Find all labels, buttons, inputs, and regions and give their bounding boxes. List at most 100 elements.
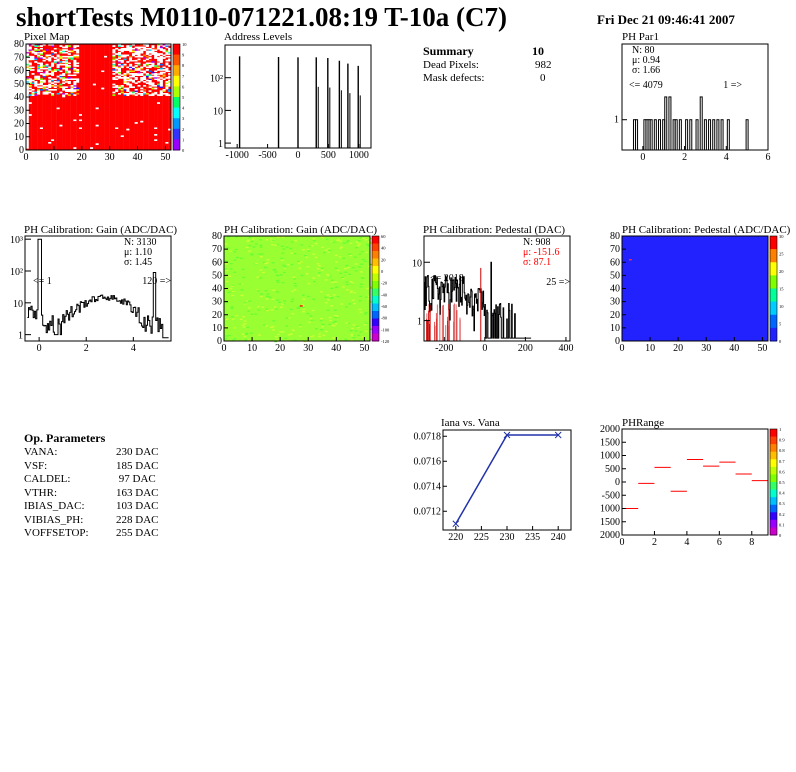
op-param-value: 228 DAC — [116, 513, 159, 526]
pixel-cell — [42, 44, 46, 46]
pixel-cell — [120, 86, 124, 88]
gain-map-cell — [347, 273, 351, 276]
pixel-cell — [39, 63, 43, 66]
pixel-cell — [143, 93, 147, 95]
pixel-cell — [165, 53, 169, 55]
pixel-cell — [34, 61, 38, 63]
pixel-cell — [159, 73, 163, 75]
palette-cell — [173, 65, 180, 77]
par1-bar — [720, 119, 724, 151]
pixel-cell — [26, 50, 29, 53]
pixel-cell — [145, 82, 149, 84]
pixel-cell — [118, 61, 122, 63]
pixel-cell — [37, 70, 41, 73]
pixel-cell — [162, 71, 166, 74]
pixel-cell — [45, 87, 49, 90]
gain-map-cell — [290, 252, 294, 254]
pixel-cell — [148, 94, 152, 96]
gain-map-cell — [227, 291, 231, 293]
pixel-cell — [31, 50, 35, 53]
pixel-column — [143, 44, 147, 150]
pixel-cell — [157, 71, 161, 74]
pixel-cell — [143, 49, 147, 51]
pixel-cell — [76, 71, 80, 74]
pixel-cell — [31, 89, 35, 91]
pixel-cell — [48, 57, 52, 59]
gain-map-cell — [275, 279, 279, 282]
pixel-cell — [70, 89, 74, 91]
pixel-cell — [65, 78, 69, 80]
gain-map-cell — [243, 320, 247, 322]
gain-map-cell — [335, 261, 338, 263]
palette-cell — [173, 54, 180, 66]
pixel-cell — [59, 86, 63, 88]
gain-map-cell — [260, 253, 264, 255]
gain-map-cell — [358, 300, 362, 302]
pixel-cell — [34, 58, 38, 61]
gain-map-cell — [332, 325, 336, 327]
gain-map-cell — [280, 245, 284, 247]
pixel-cell — [31, 55, 35, 58]
pixel-cell — [37, 62, 41, 65]
pixel-cell — [134, 73, 138, 75]
pixel-cell — [129, 73, 133, 75]
gain-map-cell — [274, 336, 278, 338]
pixel-cell — [131, 53, 135, 55]
pixel-cell — [56, 54, 60, 57]
gain-map-cell — [312, 277, 316, 279]
pixel-cell — [37, 45, 41, 47]
pixel-cell — [56, 55, 60, 58]
y-tick-label: 70 — [14, 52, 24, 63]
pixel-cell — [67, 45, 71, 47]
pixel-cell — [168, 51, 172, 54]
gain-map-cell — [345, 289, 349, 291]
pixel-cell — [148, 51, 152, 54]
palette-cell — [173, 97, 180, 109]
stats-mu: μ: 1.10 — [124, 247, 152, 258]
pixel-cell — [126, 89, 130, 91]
pixel-cell — [59, 51, 63, 54]
pixel-cell — [42, 73, 46, 75]
y-tick-label: 0.0718 — [414, 431, 442, 442]
pixel-cell — [129, 49, 133, 51]
pixel-cell — [154, 55, 158, 58]
pixel-cell — [26, 75, 29, 78]
palette-label: 0.6 — [779, 469, 785, 474]
palette-label: 10 — [182, 42, 187, 47]
pixel-cell — [73, 67, 77, 70]
pixel-column — [65, 44, 69, 150]
pixel-cell — [26, 51, 29, 54]
pixel-cell — [145, 69, 149, 71]
palette-label: 0.7 — [779, 459, 785, 464]
pixel-cell — [51, 50, 55, 53]
pixel-cell — [39, 57, 43, 59]
pixel-cell — [140, 77, 144, 79]
pixel-cell — [28, 69, 32, 71]
pixel-cell — [148, 79, 152, 82]
pixel-cell — [165, 94, 169, 96]
ph-par1-chart: 0 2 4 61N: 80μ: 0.94σ: 1.66<= 4079 1 => — [614, 43, 771, 162]
pixel-cell — [145, 44, 149, 46]
gain-map-cell — [272, 320, 276, 322]
pixel-cell — [134, 91, 138, 94]
pixel-cell — [37, 67, 41, 70]
gain-map-cell — [344, 268, 347, 270]
pixel-cell — [145, 45, 149, 47]
pixel-column — [154, 44, 158, 150]
plot-frame — [24, 235, 172, 342]
gain-map-cell — [240, 294, 244, 296]
pixel-column — [140, 44, 144, 150]
pixel-cell — [131, 94, 135, 96]
gain-map-cell — [298, 325, 302, 328]
pixel-cell — [165, 59, 169, 62]
pixel-cell — [134, 51, 138, 54]
gain-map-cell — [228, 334, 231, 337]
pixel-column — [48, 44, 52, 150]
palette-label: 0.9 — [779, 438, 785, 443]
gain-map-cell — [247, 307, 251, 309]
op-param-value: 185 DAC — [116, 459, 159, 472]
pixel-cell — [168, 53, 172, 55]
pixel-cell — [159, 63, 163, 66]
pixel-cell — [131, 74, 135, 76]
gain-map-cell — [238, 283, 242, 285]
